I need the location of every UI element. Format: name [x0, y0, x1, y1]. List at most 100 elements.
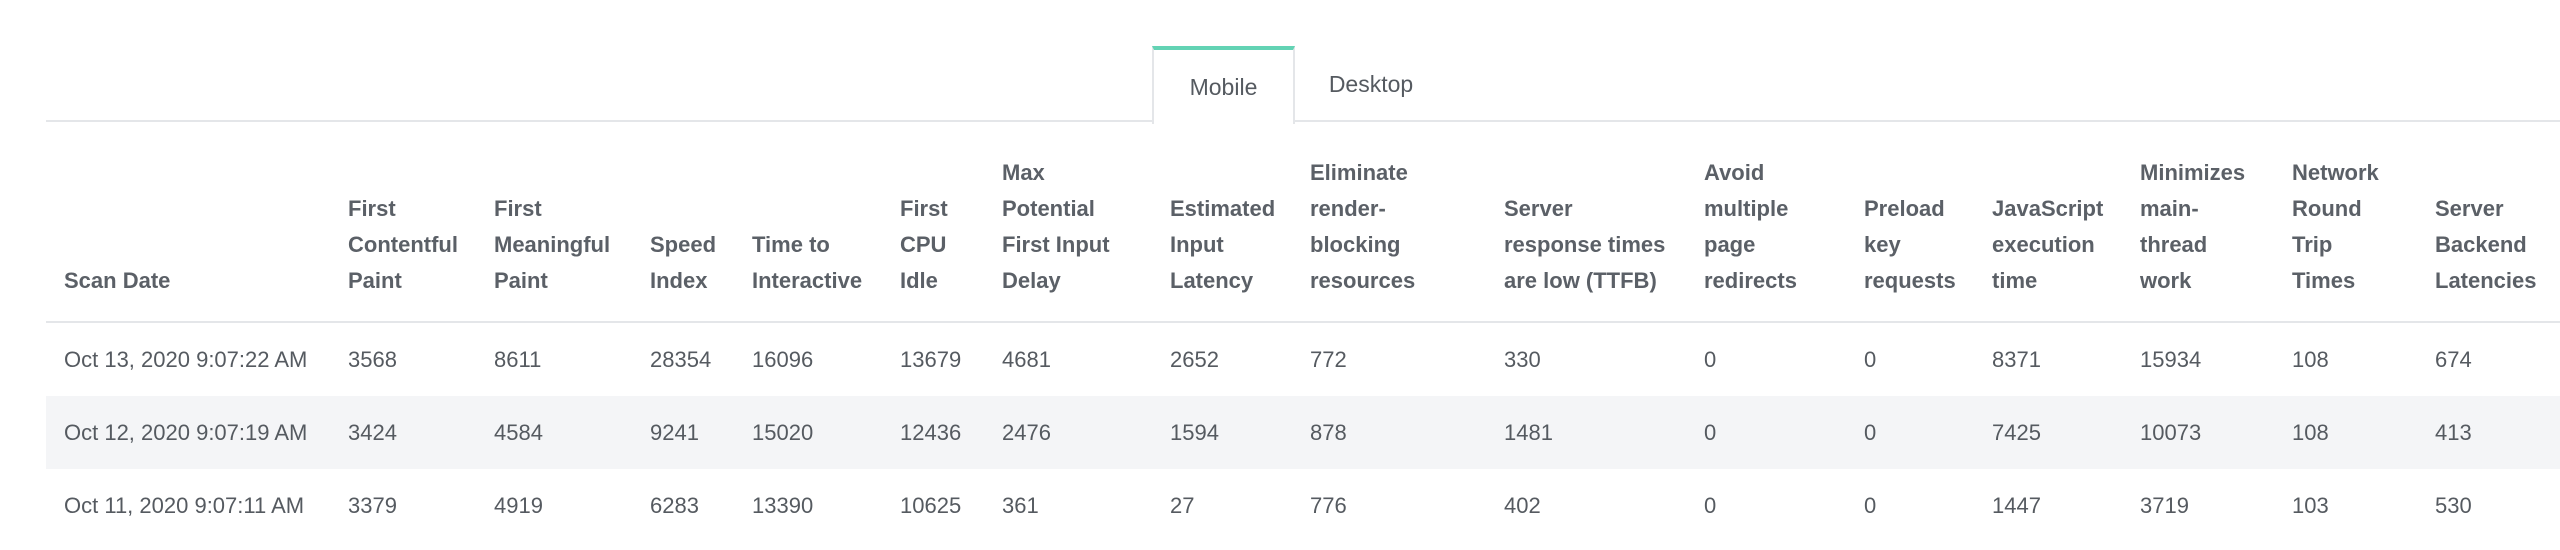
- column-header-line: work: [2140, 268, 2192, 293]
- table-body: Oct 13, 2020 9:07:22 AM 3568 8611 28354 1609…: [46, 322, 2560, 542]
- metric-cell: 0: [1846, 396, 1974, 469]
- metric-cell: 6283: [650, 492, 699, 518]
- scan-results-table: Scan Date First Contentful Paint First Meanin…: [46, 155, 2560, 542]
- column-header-line: First Input: [1002, 232, 1110, 257]
- metric-cell: 772: [1310, 346, 1347, 372]
- column-header-line: page: [1704, 232, 1756, 257]
- column-header: Estimated Input Latency: [1152, 155, 1292, 323]
- column-header: Scan Date: [46, 155, 330, 323]
- column-header-line: redirects: [1704, 268, 1797, 293]
- metric-cell: 103: [2292, 492, 2329, 518]
- scan-date-cell: Oct 12, 2020 9:07:19 AM: [46, 396, 330, 469]
- column-header-line: JavaScript: [1992, 196, 2104, 221]
- column-header-line: Backend: [2435, 232, 2527, 257]
- metric-cell: 402: [1504, 492, 1541, 518]
- metric-cell: 9241: [632, 396, 734, 469]
- metric-cell: 0: [1864, 492, 1877, 518]
- column-header: First CPU Idle: [882, 155, 984, 323]
- metric-cell: 3424: [330, 396, 476, 469]
- metric-cell: 4919: [494, 492, 543, 518]
- metric-cell: 4584: [476, 396, 632, 469]
- metric-cell: 27: [1170, 492, 1195, 518]
- column-header-line: Round: [2292, 196, 2362, 221]
- metric-cell: 15020: [734, 396, 882, 469]
- column-header-line: render-: [1310, 196, 1386, 221]
- metric-cell: 2652: [1170, 346, 1219, 372]
- metric-cell: 530: [2435, 492, 2472, 518]
- column-header-line: Speed: [650, 232, 717, 257]
- scan-date-cell: Oct 11, 2020 9:07:11 AM: [64, 492, 305, 518]
- column-header-line: First: [900, 196, 948, 221]
- metric-cell: 1594: [1152, 396, 1292, 469]
- metric-cell: 10073: [2122, 396, 2274, 469]
- column-header: Avoid multiple page redirects: [1686, 155, 1846, 323]
- column-header-line: Interactive: [752, 268, 863, 293]
- metric-cell: 4681: [1002, 346, 1051, 372]
- metric-cell: 674: [2435, 346, 2472, 372]
- column-header: Max Potential First Input Delay: [984, 155, 1152, 323]
- column-header-line: blocking: [1310, 232, 1401, 257]
- metric-cell: 1447: [1992, 492, 2041, 518]
- column-header-line: Delay: [1002, 268, 1061, 293]
- tab-desktop[interactable]: Desktop: [1306, 46, 1436, 122]
- column-header: Server response times are low (TTFB): [1486, 155, 1686, 323]
- column-header: Minimizes main-thread work: [2122, 155, 2274, 323]
- metric-cell: 1481: [1486, 396, 1686, 469]
- scan-date-cell: Oct 13, 2020 9:07:22 AM: [64, 346, 308, 372]
- column-header: Eliminate render-blocking resources: [1292, 155, 1486, 323]
- column-header-line: Index: [650, 268, 708, 293]
- column-header-line: are low (TTFB): [1504, 268, 1657, 293]
- column-header: Speed Index: [632, 155, 734, 323]
- column-header-line: Time to: [752, 232, 830, 257]
- metric-cell: 16096: [752, 346, 814, 372]
- tab-mobile[interactable]: Mobile: [1152, 46, 1295, 124]
- column-header-line: Max: [1002, 160, 1045, 185]
- column-header: Network Round Trip Times: [2274, 155, 2417, 323]
- device-tabs-bar: Mobile Desktop: [46, 0, 2560, 124]
- column-header-line: key: [1864, 232, 1901, 257]
- metric-cell: 3719: [2140, 492, 2189, 518]
- column-header-line: Latency: [1170, 268, 1254, 293]
- metric-cell: 0: [1686, 396, 1846, 469]
- metric-cell: 0: [1704, 492, 1717, 518]
- metric-cell: 878: [1292, 396, 1486, 469]
- metric-cell: 0: [1704, 346, 1717, 372]
- metric-cell: 776: [1310, 492, 1347, 518]
- column-header-line: Scan Date: [64, 268, 171, 293]
- tab-desktop-label: Desktop: [1328, 70, 1414, 97]
- column-header-line: Trip: [2292, 232, 2333, 257]
- metric-cell: 8371: [1992, 346, 2041, 372]
- metric-cell: 3379: [348, 492, 397, 518]
- column-header: Preload key requests: [1846, 155, 1974, 323]
- column-header-line: Eliminate: [1310, 160, 1408, 185]
- column-header-line: thread: [2140, 232, 2208, 257]
- table-row: Oct 12, 2020 9:07:19 AM 3424 4584 9241 15020…: [46, 396, 2560, 469]
- metric-cell: 330: [1504, 346, 1541, 372]
- column-header: Time to Interactive: [734, 155, 882, 323]
- column-header-line: Contentful: [348, 232, 458, 257]
- metric-cell: 3568: [348, 346, 397, 372]
- metric-cell: 8611: [494, 346, 542, 372]
- column-header-line: Network: [2292, 160, 2379, 185]
- metric-cell: 108: [2274, 396, 2417, 469]
- metric-cell: 108: [2292, 346, 2329, 372]
- metric-cell: 13679: [900, 346, 962, 372]
- column-header-line: First: [494, 196, 542, 221]
- metric-cell: 28354: [650, 346, 712, 372]
- metric-cell: 0: [1864, 346, 1877, 372]
- column-header-line: Server: [2435, 196, 2504, 221]
- column-header-line: Potential: [1002, 196, 1095, 221]
- metric-cell: 15934: [2140, 346, 2202, 372]
- column-header: First Meaningful Paint: [476, 155, 632, 323]
- table-header-row: Scan Date First Contentful Paint First Meanin…: [46, 155, 2560, 323]
- metric-cell: 413: [2417, 396, 2560, 469]
- column-header-line: response times: [1504, 232, 1666, 257]
- column-header-line: time: [1992, 268, 2038, 293]
- metric-cell: 12436: [882, 396, 984, 469]
- column-header: JavaScript execution time: [1974, 155, 2122, 323]
- tab-mobile-label: Mobile: [1189, 73, 1258, 100]
- column-header-line: Preload: [1864, 196, 1945, 221]
- column-header-line: Input: [1170, 232, 1224, 257]
- column-header-line: execution: [1992, 232, 2095, 257]
- column-header: Server Backend Latencies: [2417, 155, 2560, 323]
